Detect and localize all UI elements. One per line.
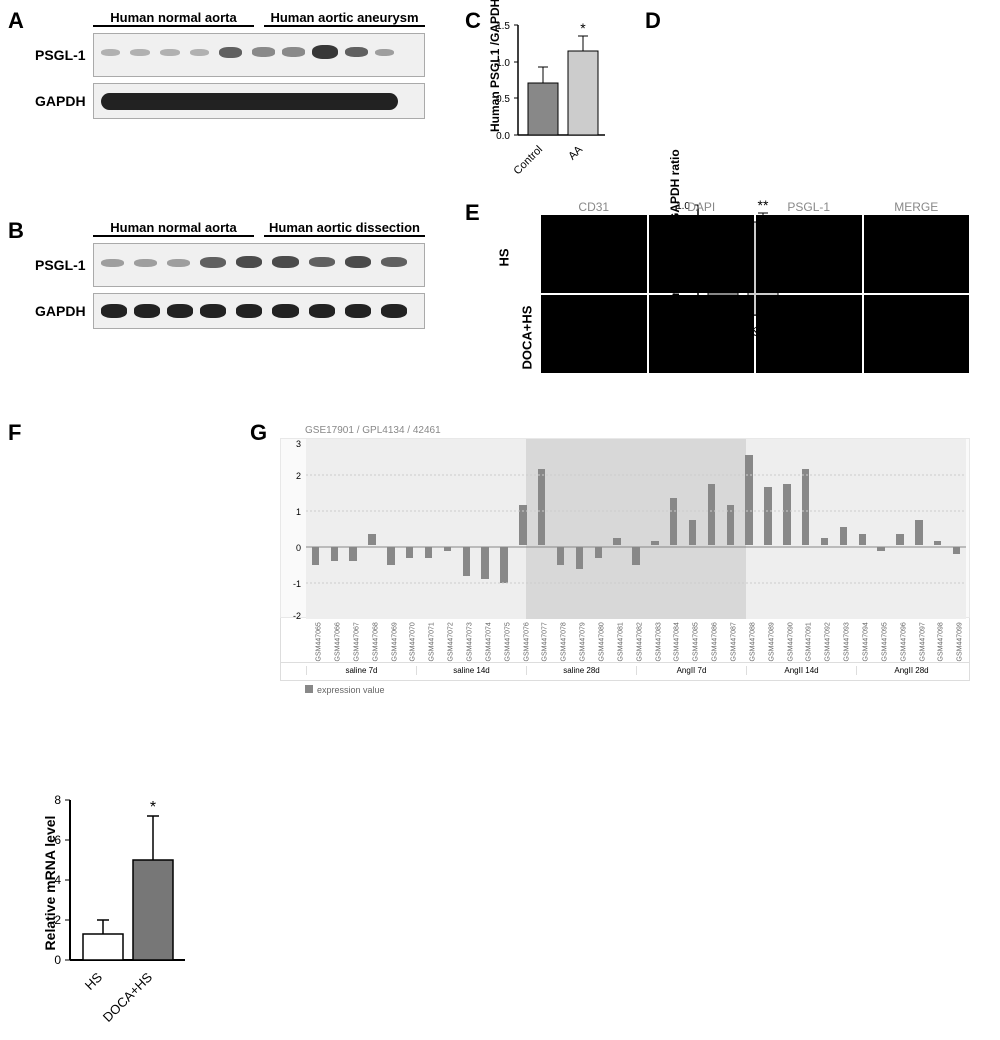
svg-text:Control: Control [512, 144, 546, 178]
immuno-doca-psgl1 [756, 295, 862, 373]
panel-label-e: E [465, 200, 480, 226]
panel-a-psgl1-blot [93, 33, 425, 77]
panel-c-chart: Human PSGL1 /GAPDH ratio 0.0 0.5 1.0 1.5… [490, 15, 620, 195]
svg-text:6: 6 [54, 833, 61, 847]
panel-g-legend: expression value [305, 685, 970, 695]
immuno-hs-cd31 [541, 215, 647, 293]
svg-text:0.5: 0.5 [496, 94, 510, 105]
svg-text:1.0: 1.0 [496, 58, 510, 69]
panel-b-gapdh-blot [93, 293, 425, 329]
panel-label-d: D [645, 8, 661, 34]
panel-b-psgl1-blot [93, 243, 425, 287]
panel-label-c: C [465, 8, 481, 34]
immuno-doca-dapi [649, 295, 755, 373]
panel-g-title: GSE17901 / GPL4134 / 42461 [305, 425, 970, 436]
svg-text:0.0: 0.0 [496, 131, 510, 142]
svg-text:1: 1 [296, 507, 301, 517]
svg-text:4: 4 [54, 873, 61, 887]
svg-text:1.5: 1.5 [496, 21, 510, 32]
svg-text:2: 2 [54, 913, 61, 927]
svg-text:0: 0 [54, 953, 61, 967]
svg-text:0: 0 [296, 543, 301, 553]
immuno-doca-cd31 [541, 295, 647, 373]
panel-b-header-left: Human normal aorta [93, 220, 254, 235]
panel-f-chart: Relative mRNA level 0 2 4 6 8 * HS DOCA+… [35, 790, 205, 1040]
svg-text:AA: AA [566, 143, 585, 162]
panel-label-f: F [8, 420, 21, 446]
panel-e-col-cd31: CD31 [540, 200, 648, 214]
svg-text:DOCA+HS: DOCA+HS [100, 969, 156, 1025]
immuno-doca-merge [864, 295, 970, 373]
panel-a-header-left: Human normal aorta [93, 10, 254, 25]
panel-b-blot: Human normal aorta Human aortic dissecti… [35, 220, 425, 329]
panel-a-row1-label: PSGL-1 [35, 47, 93, 63]
panel-e-col-merge: MERGE [863, 200, 971, 214]
panel-e-grid: CD31 DAPI PSGL-1 MERGE HS DOCA+HS [490, 200, 970, 374]
panel-a-row2-label: GAPDH [35, 93, 93, 109]
panel-b-row2-label: GAPDH [35, 303, 93, 319]
immuno-hs-psgl1 [756, 215, 862, 293]
immuno-hs-dapi [649, 215, 755, 293]
panel-g-chart: GSE17901 / GPL4134 / 42461 3 2 1 0 -1 -2… [280, 425, 970, 695]
panel-label-a: A [8, 8, 24, 34]
svg-text:HS: HS [82, 969, 106, 993]
panel-a-gapdh-blot [93, 83, 425, 119]
svg-text:-1: -1 [293, 579, 301, 589]
panel-e-col-dapi: DAPI [648, 200, 756, 214]
panel-a-header-right: Human aortic aneurysm [264, 10, 425, 25]
svg-text:2: 2 [296, 471, 301, 481]
svg-text:*: * [150, 799, 156, 816]
immuno-hs-merge [864, 215, 970, 293]
panel-a-blot: Human normal aorta Human aortic aneurysm… [35, 10, 425, 119]
panel-e-row-hs: HS [497, 248, 512, 266]
svg-text:*: * [580, 20, 586, 36]
svg-text:3: 3 [296, 439, 301, 449]
svg-text:8: 8 [54, 793, 61, 807]
panel-e-col-psgl1: PSGL-1 [755, 200, 863, 214]
panel-label-g: G [250, 420, 267, 446]
panel-e-row-doca: DOCA+HS [519, 306, 534, 370]
panel-b-header-right: Human aortic dissection [264, 220, 425, 235]
panel-label-b: B [8, 218, 24, 244]
panel-b-row1-label: PSGL-1 [35, 257, 93, 273]
